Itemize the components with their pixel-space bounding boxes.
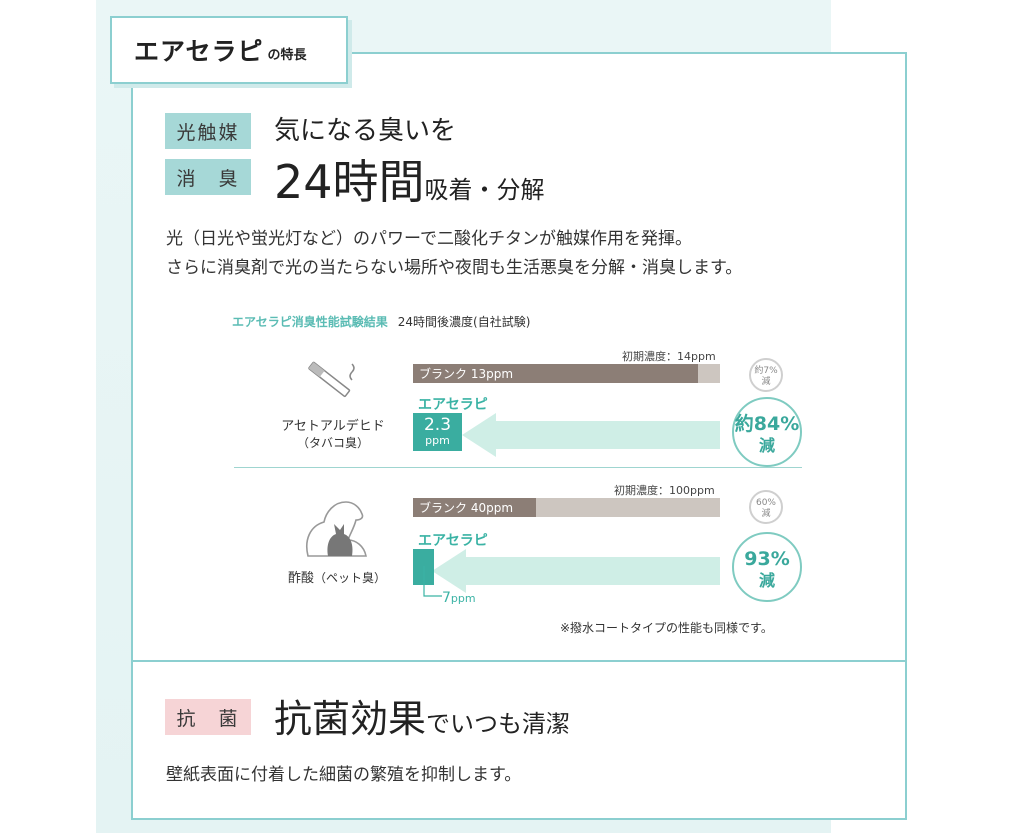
reduction-value: 93% [744, 548, 790, 570]
chart-footnote: ※撥水コートタイプの性能も同様です。 [560, 621, 773, 635]
tag-photocatalyst: 光触媒 [165, 113, 251, 149]
blank-reduction-unit: 減 [761, 509, 771, 519]
category-label-acetaldehyde: アセトアルデヒド （タバコ臭） [268, 415, 398, 451]
blank-reduction-badge: 約7% 減 [749, 358, 783, 392]
blank-reduction-badge: 60% 減 [749, 490, 783, 524]
reduction-badge: 約84% 減 [732, 397, 802, 467]
blank-bar: ブランク 13ppm [413, 364, 698, 383]
leader-line [423, 566, 442, 597]
reduction-badge: 93% 減 [732, 532, 802, 602]
category-label-acetic-acid: 酢酸（ペット臭） [282, 567, 392, 586]
category-sub: （ペット臭） [314, 571, 387, 585]
chart-title-sub: 24時間後濃度(自社試験) [397, 315, 531, 329]
antibacterial-headline-small: でいつも清潔 [426, 710, 571, 738]
aerusa-label: エアセラピ [418, 397, 488, 413]
brand-name: エアセラピ [134, 37, 264, 66]
chart-separator [234, 467, 802, 468]
headline-line1: 気になる臭いを [274, 116, 457, 146]
blank-reduction-unit: 減 [761, 377, 771, 387]
section-divider [131, 660, 907, 662]
headline-24h: 24時間 [274, 155, 425, 209]
tab-suffix: の特長 [267, 47, 307, 63]
feature-tab: エアセラピ の特長 [110, 16, 348, 84]
reduction-arrow [462, 413, 720, 457]
antibacterial-headline-big: 抗菌効果 [274, 697, 427, 741]
headline-line2: 24時間吸着・分解 [274, 146, 545, 212]
reduction-unit: 減 [758, 436, 775, 455]
aerusa-label: エアセラピ [418, 533, 488, 549]
tag-antibacterial: 抗 菌 [165, 699, 251, 735]
reduction-unit: 減 [758, 571, 775, 590]
reduction-value: 約84% [734, 413, 800, 435]
aerusa-value: 2.3 [423, 415, 452, 435]
description-line1: 光（日光や蛍光灯など）のパワーで二酸化チタンが触媒作用を発揮。 [166, 229, 692, 249]
blank-reduction-value: 60% [755, 498, 776, 508]
aerusa-bar: 2.3 ppm [413, 413, 462, 451]
chart-title: エアセラピ消臭性能試験結果 24時間後濃度(自社試験) [232, 313, 530, 330]
category-sub: （タバコ臭） [296, 436, 369, 450]
aerusa-unit: ppm [450, 592, 476, 605]
blank-bar: ブランク 40ppm [413, 498, 536, 517]
antibacterial-headline: 抗菌効果でいつも清潔 [274, 688, 570, 743]
cigarette-icon [308, 361, 355, 398]
category-name: アセトアルデヒド [281, 419, 385, 434]
initial-concentration-note: 初期濃度：100ppm [614, 484, 715, 497]
description-line2: さらに消臭剤で光の当たらない場所や夜間も生活悪臭を分解・消臭します。 [166, 258, 743, 278]
headline-adsorb: 吸着・分解 [424, 176, 545, 204]
reduction-arrow [432, 549, 720, 593]
chart-title-main: エアセラピ消臭性能試験結果 [232, 315, 388, 329]
tag-deodorize: 消 臭 [165, 159, 251, 195]
aerusa-unit: ppm [425, 434, 450, 447]
initial-concentration-note: 初期濃度：14ppm [622, 350, 716, 363]
antibacterial-description: 壁紙表面に付着した細菌の繁殖を抑制します。 [166, 765, 522, 785]
pet-icon [306, 501, 367, 557]
aerusa-value-label: 7ppm [442, 590, 476, 606]
blank-reduction-value: 約7% [754, 366, 778, 376]
aerusa-value: 7 [442, 590, 451, 606]
category-name: 酢酸 [287, 571, 314, 586]
